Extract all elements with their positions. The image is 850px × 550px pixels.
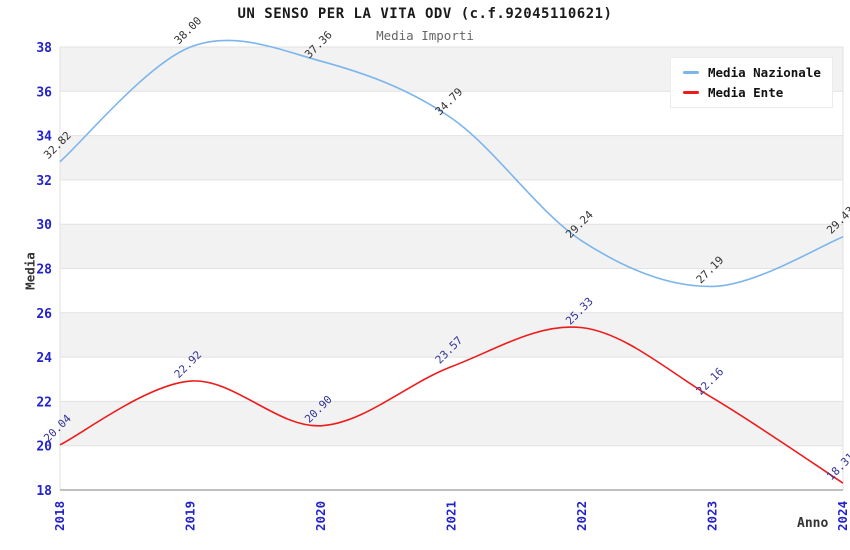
y-tick-label: 38 (36, 41, 52, 56)
legend-label-ente: Media Ente (708, 85, 784, 100)
y-tick-label: 18 (36, 484, 52, 499)
y-tick-label: 32 (36, 174, 52, 189)
series-line-media-ente[interactable] (59, 326, 844, 484)
y-tick-label: 26 (36, 307, 52, 322)
plot-band (60, 312, 843, 358)
x-tick-label: 2019 (183, 501, 198, 531)
x-tick-label: 2024 (835, 501, 850, 531)
series-line-media-nazionale[interactable] (59, 39, 844, 288)
x-tick-label: 2023 (705, 501, 720, 531)
legend-line-swatch-nazionale (683, 71, 699, 74)
legend-label-nazionale: Media Nazionale (708, 65, 821, 80)
x-axis-title: Anno (797, 516, 829, 531)
y-tick-label: 24 (36, 351, 52, 366)
x-tick-label: 2018 (52, 501, 67, 531)
x-tick-label: 2021 (444, 501, 459, 531)
legend-item-media-ente[interactable]: Media Ente (683, 84, 832, 101)
plot-band (60, 135, 843, 180)
chart-title: UN SENSO PER LA VITA ODV (c.f.9204511062… (237, 6, 613, 22)
y-tick-label: 20 (36, 440, 52, 455)
data-label-media-nazionale: 38.00 (172, 14, 205, 47)
legend-line-swatch-ente (683, 91, 699, 94)
y-tick-label: 22 (36, 395, 52, 410)
plot-band (60, 224, 843, 269)
data-label-media-ente: 18.31 (824, 450, 850, 483)
plot-band (60, 401, 843, 446)
y-tick-label: 36 (36, 85, 52, 100)
x-tick-label: 2022 (574, 501, 589, 531)
x-tick-label: 2020 (313, 501, 328, 531)
y-tick-label: 28 (36, 263, 52, 278)
y-tick-label: 34 (36, 130, 52, 145)
y-axis-title: Media (22, 252, 38, 290)
legend: Media Nazionale Media Ente (670, 57, 833, 108)
y-tick-label: 30 (36, 218, 52, 233)
legend-item-media-nazionale[interactable]: Media Nazionale (683, 64, 832, 81)
chart-subtitle: Media Importi (376, 28, 474, 43)
data-label-media-nazionale: 29.43 (824, 204, 850, 237)
data-label-media-ente: 22.16 (694, 365, 727, 398)
